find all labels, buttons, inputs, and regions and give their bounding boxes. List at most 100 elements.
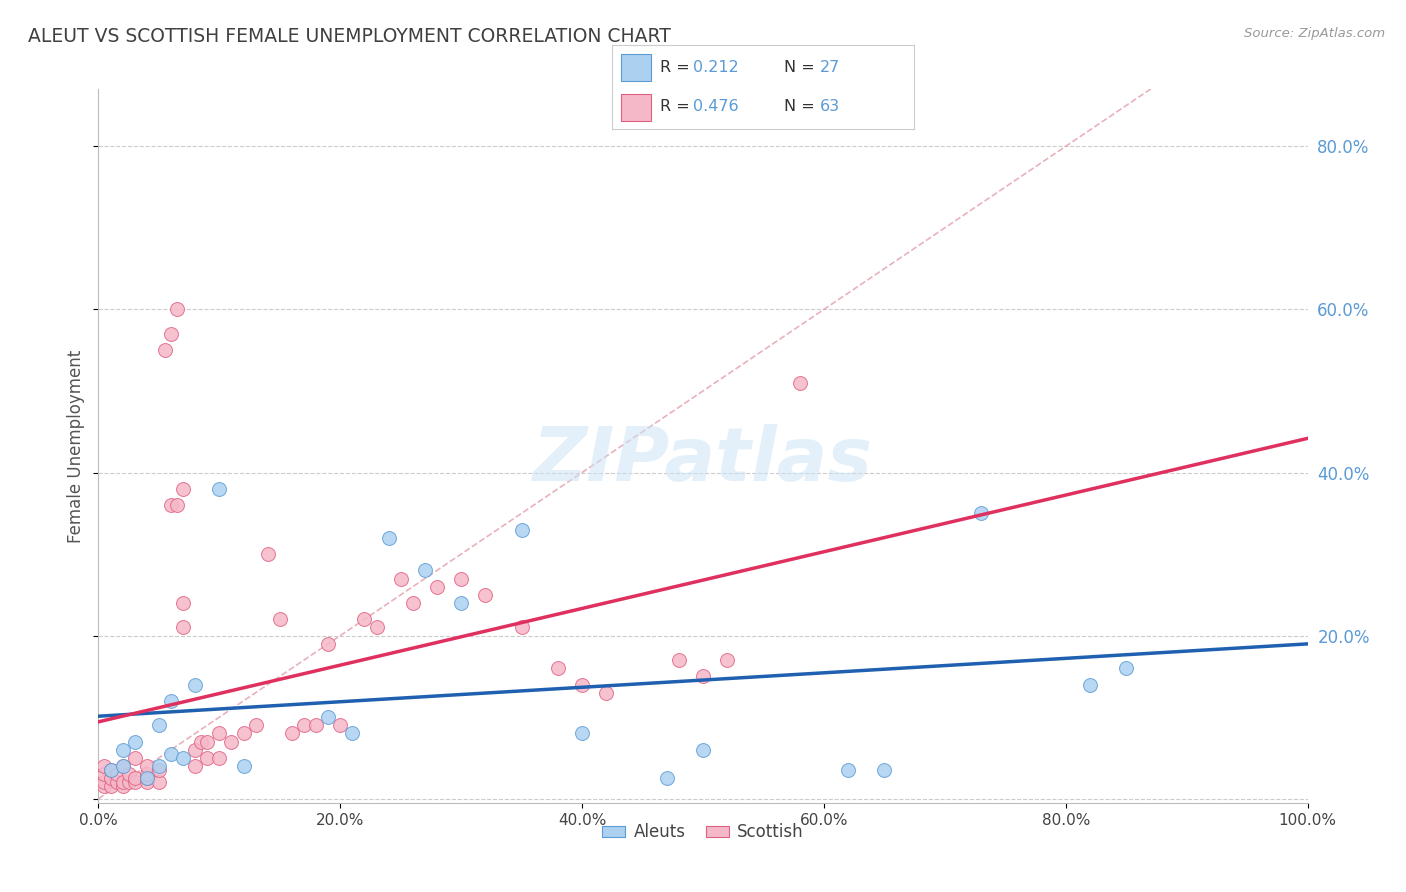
Point <box>366 620 388 634</box>
Point <box>195 751 218 765</box>
Point <box>124 734 146 748</box>
Point <box>305 718 328 732</box>
Text: R =: R = <box>659 99 695 114</box>
Point <box>124 775 146 789</box>
Point <box>547 661 569 675</box>
Point <box>269 612 291 626</box>
Point <box>402 596 425 610</box>
Point <box>510 620 533 634</box>
Point <box>245 718 267 732</box>
Point <box>148 759 170 773</box>
Point <box>389 572 412 586</box>
Point <box>118 767 141 781</box>
Point <box>353 612 375 626</box>
Point <box>595 686 617 700</box>
Point <box>474 588 496 602</box>
Text: Source: ZipAtlas.com: Source: ZipAtlas.com <box>1244 27 1385 40</box>
Point <box>166 498 188 512</box>
Point <box>100 780 122 794</box>
Point <box>510 523 533 537</box>
Point <box>221 734 243 748</box>
Point <box>160 694 183 708</box>
Point <box>329 718 352 732</box>
Point <box>413 563 436 577</box>
Legend: Aleuts, Scottish: Aleuts, Scottish <box>595 817 811 848</box>
Point <box>571 726 593 740</box>
Point <box>93 775 115 789</box>
Text: ALEUT VS SCOTTISH FEMALE UNEMPLOYMENT CORRELATION CHART: ALEUT VS SCOTTISH FEMALE UNEMPLOYMENT CO… <box>28 27 671 45</box>
Point <box>256 547 278 561</box>
Point <box>172 620 194 634</box>
Point <box>232 726 254 740</box>
Point <box>342 726 364 740</box>
Point <box>160 498 183 512</box>
Point <box>148 763 170 777</box>
Point <box>873 763 896 777</box>
Text: 63: 63 <box>820 99 841 114</box>
Point <box>118 775 141 789</box>
Point <box>172 596 194 610</box>
Point <box>789 376 811 390</box>
Text: 27: 27 <box>820 60 841 75</box>
Point <box>571 677 593 691</box>
Point <box>377 531 399 545</box>
Point <box>692 743 714 757</box>
Point <box>716 653 738 667</box>
Point <box>316 637 339 651</box>
Bar <box>620 94 651 120</box>
Point <box>190 734 212 748</box>
Point <box>292 718 315 732</box>
Point <box>655 772 678 786</box>
Point <box>837 763 859 777</box>
Point <box>208 482 231 496</box>
Text: N =: N = <box>785 60 820 75</box>
Text: ZIPatlas: ZIPatlas <box>533 424 873 497</box>
Point <box>450 596 472 610</box>
Text: 0.212: 0.212 <box>693 60 740 75</box>
Point <box>135 759 157 773</box>
Text: R =: R = <box>659 60 695 75</box>
Point <box>208 751 231 765</box>
Point <box>111 780 134 794</box>
Point <box>135 772 157 786</box>
Text: N =: N = <box>785 99 820 114</box>
Point <box>208 726 231 740</box>
Point <box>195 734 218 748</box>
Point <box>124 772 146 786</box>
Point <box>1115 661 1137 675</box>
Point <box>160 326 183 341</box>
Point <box>281 726 304 740</box>
Point <box>100 763 122 777</box>
Point <box>184 743 207 757</box>
Point <box>124 751 146 765</box>
Point <box>93 759 115 773</box>
Point <box>668 653 690 667</box>
Point <box>184 759 207 773</box>
Point <box>93 780 115 794</box>
Point <box>148 775 170 789</box>
Point <box>172 482 194 496</box>
Point <box>692 669 714 683</box>
Point <box>105 775 128 789</box>
Text: 0.476: 0.476 <box>693 99 740 114</box>
Point <box>426 580 449 594</box>
Point <box>166 302 188 317</box>
Point <box>135 772 157 786</box>
Point <box>100 763 122 777</box>
Point <box>105 767 128 781</box>
Point <box>111 775 134 789</box>
Point <box>153 343 176 358</box>
Point <box>111 759 134 773</box>
Point <box>970 506 993 520</box>
Point <box>135 767 157 781</box>
Point <box>184 677 207 691</box>
Point <box>111 743 134 757</box>
Point <box>148 718 170 732</box>
Point <box>100 772 122 786</box>
Point <box>111 759 134 773</box>
Point <box>160 747 183 761</box>
Point <box>172 751 194 765</box>
Bar <box>620 54 651 81</box>
Point <box>316 710 339 724</box>
Y-axis label: Female Unemployment: Female Unemployment <box>67 350 86 542</box>
